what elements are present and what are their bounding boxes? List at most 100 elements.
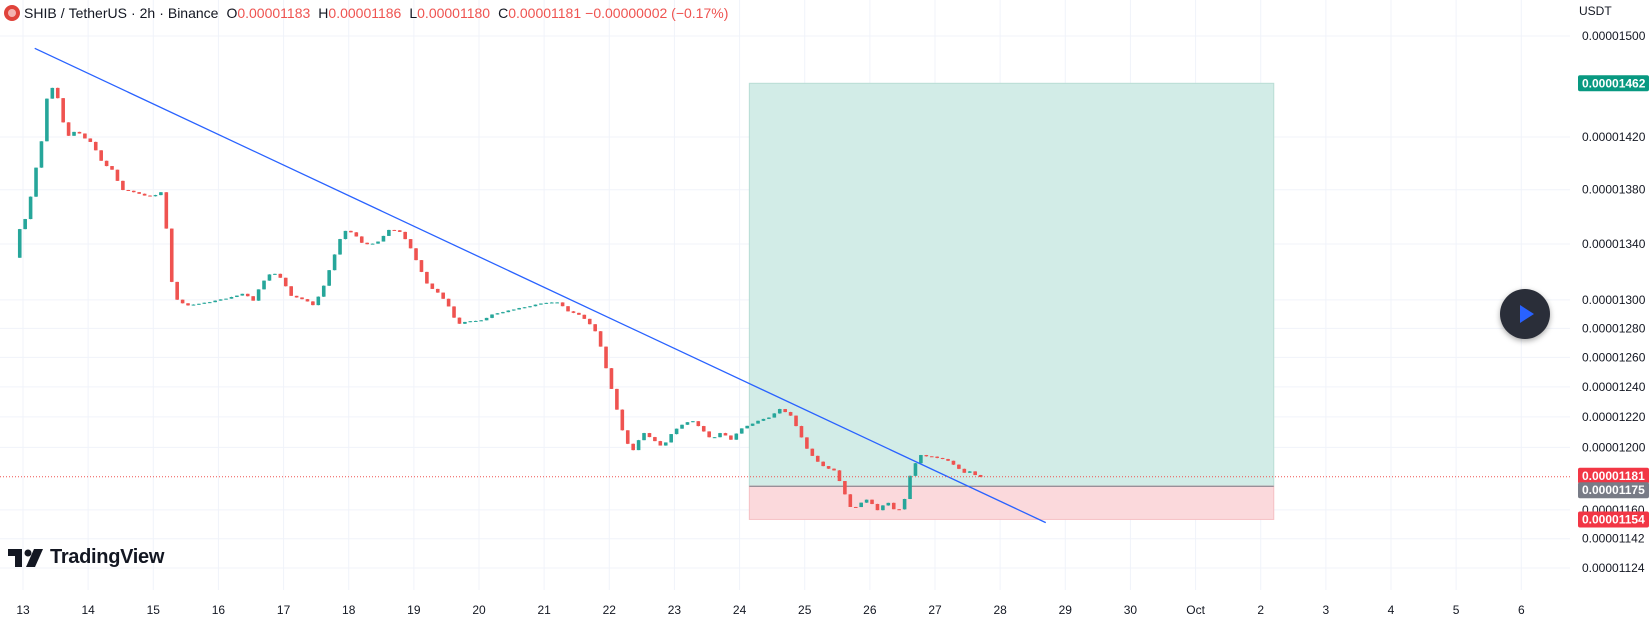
tradingview-logo-icon [8, 548, 43, 567]
price-tick-label[interactable]: 0.00001260 [1582, 350, 1646, 364]
exchange-label[interactable]: Binance [167, 5, 219, 21]
candle-body [756, 420, 760, 424]
candle-body [110, 166, 114, 170]
time-tick-label[interactable]: 15 [147, 603, 161, 617]
candle-body [479, 320, 483, 322]
target-zone[interactable] [748, 82, 1275, 487]
candle-body [321, 285, 326, 297]
time-tick-label[interactable]: 24 [733, 603, 747, 617]
candle-body [332, 254, 337, 271]
candle-body [843, 481, 847, 495]
candle-body [881, 505, 885, 511]
time-tick-label[interactable]: 3 [1323, 603, 1330, 617]
time-tick-label[interactable]: 4 [1388, 603, 1395, 617]
trendline[interactable] [34, 47, 1047, 524]
candle-body [674, 428, 679, 435]
time-tick-label[interactable]: 25 [798, 603, 812, 617]
long-position-tool[interactable] [748, 82, 1275, 520]
price-tick-label[interactable]: 0.00001124 [1582, 561, 1645, 575]
price-label-entry[interactable] [1578, 482, 1649, 499]
time-tick-label[interactable]: 5 [1453, 603, 1460, 617]
time-tick-label[interactable]: 6 [1518, 603, 1525, 617]
candle-body [300, 297, 304, 300]
trendline-segment[interactable] [34, 47, 1047, 524]
candle-body [39, 141, 44, 168]
time-tick-label[interactable]: 29 [1059, 603, 1073, 617]
interval-label[interactable]: 2h [139, 5, 156, 21]
time-tick-label[interactable]: 26 [863, 603, 877, 617]
candle-body [251, 296, 255, 301]
currency-label[interactable]: USDT [1579, 4, 1612, 18]
candle-body [555, 302, 559, 304]
candle-body [663, 442, 668, 446]
candle-body [680, 424, 684, 429]
time-tick-label[interactable]: 23 [668, 603, 682, 617]
time-tick-label[interactable]: 28 [993, 603, 1007, 617]
symbol-legend[interactable]: SHIB / TetherUS · 2h · Binance O 0.000011… [4, 4, 728, 22]
candle-body [587, 318, 592, 325]
time-tick-label[interactable]: Oct [1186, 603, 1205, 617]
candle-body [61, 98, 65, 123]
candle-body [191, 304, 196, 306]
time-tick-label[interactable]: 21 [537, 603, 551, 617]
legend-dot: · [130, 5, 136, 21]
candle-body [28, 196, 33, 220]
candle-body [175, 281, 179, 300]
price-tick-label[interactable]: 0.00001340 [1582, 237, 1646, 251]
price-label-stop-text[interactable]: 0.00001154 [1582, 512, 1645, 526]
price-tick-label[interactable]: 0.00001142 [1582, 532, 1645, 546]
candle-body [55, 87, 60, 99]
price-label-last[interactable] [1578, 467, 1649, 484]
time-tick-label[interactable]: 20 [472, 603, 486, 617]
price-tick-label[interactable]: 0.00001500 [1582, 29, 1646, 43]
price-tick-label[interactable]: 0.00001280 [1582, 321, 1646, 335]
candle-body [669, 434, 673, 443]
replay-play-button[interactable] [1500, 289, 1550, 339]
candle-body [370, 243, 375, 245]
candle-body [213, 300, 217, 303]
price-tick-label[interactable]: 0.00001220 [1582, 410, 1646, 424]
candle-body [256, 289, 261, 301]
pair-name[interactable]: TetherUS [68, 5, 127, 21]
candle-body [414, 248, 418, 261]
candle-body [137, 192, 141, 194]
time-tick-label[interactable]: 30 [1124, 603, 1138, 617]
price-tick-label[interactable]: 0.00001420 [1582, 130, 1646, 144]
time-tick-label[interactable]: 14 [81, 603, 95, 617]
time-tick-label[interactable]: 27 [928, 603, 942, 617]
candle-body [278, 273, 283, 278]
price-label-target[interactable] [1578, 75, 1649, 92]
time-tick-label[interactable]: 22 [603, 603, 617, 617]
price-tick-label[interactable]: 0.00001300 [1582, 293, 1646, 307]
price-label-last-text[interactable]: 0.00001181 [1582, 469, 1645, 483]
time-tick-label[interactable]: 17 [277, 603, 291, 617]
price-tick-label[interactable]: 0.00001380 [1582, 183, 1646, 197]
candle-body [180, 299, 185, 304]
stop-zone[interactable] [748, 485, 1275, 520]
chart-grid [0, 0, 1570, 590]
candle-body [794, 415, 798, 427]
candle-body [913, 463, 918, 476]
price-label-stop[interactable] [1578, 511, 1649, 528]
candle-body [240, 293, 245, 296]
time-tick-label[interactable]: 16 [212, 603, 226, 617]
time-tick-label[interactable]: 13 [16, 603, 30, 617]
price-label-target-text[interactable]: 0.00001462 [1582, 76, 1646, 90]
candle-body [560, 302, 565, 307]
price-label-entry-text[interactable]: 0.00001175 [1582, 483, 1645, 497]
price-tick-label[interactable]: 0.00001240 [1582, 380, 1646, 394]
candle-body [463, 321, 467, 324]
symbol-name[interactable]: SHIB [24, 5, 57, 21]
candle-body [598, 331, 603, 347]
time-tick-label[interactable]: 2 [1257, 603, 1264, 617]
time-tick-label[interactable]: 19 [407, 603, 421, 617]
price-tick-label[interactable]: 0.00001200 [1582, 440, 1646, 454]
candle-body [897, 509, 901, 511]
candle-body [229, 297, 234, 299]
time-tick-label[interactable]: 18 [342, 603, 356, 617]
price-axis[interactable]: 0.00001500 0.00001420 0.00001380 0.00001340… [1578, 29, 1649, 575]
time-axis[interactable]: 13 14 15 16 17 18 19 20 21 22 23 24 25 26 27 28 29 30 Oct 2… [16, 603, 1525, 617]
candle-body [45, 98, 49, 142]
candle-body [701, 426, 706, 432]
